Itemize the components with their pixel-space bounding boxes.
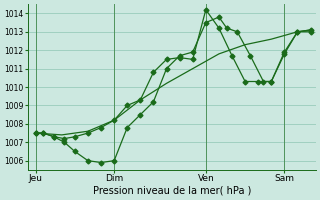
- X-axis label: Pression niveau de la mer( hPa ): Pression niveau de la mer( hPa ): [92, 186, 251, 196]
